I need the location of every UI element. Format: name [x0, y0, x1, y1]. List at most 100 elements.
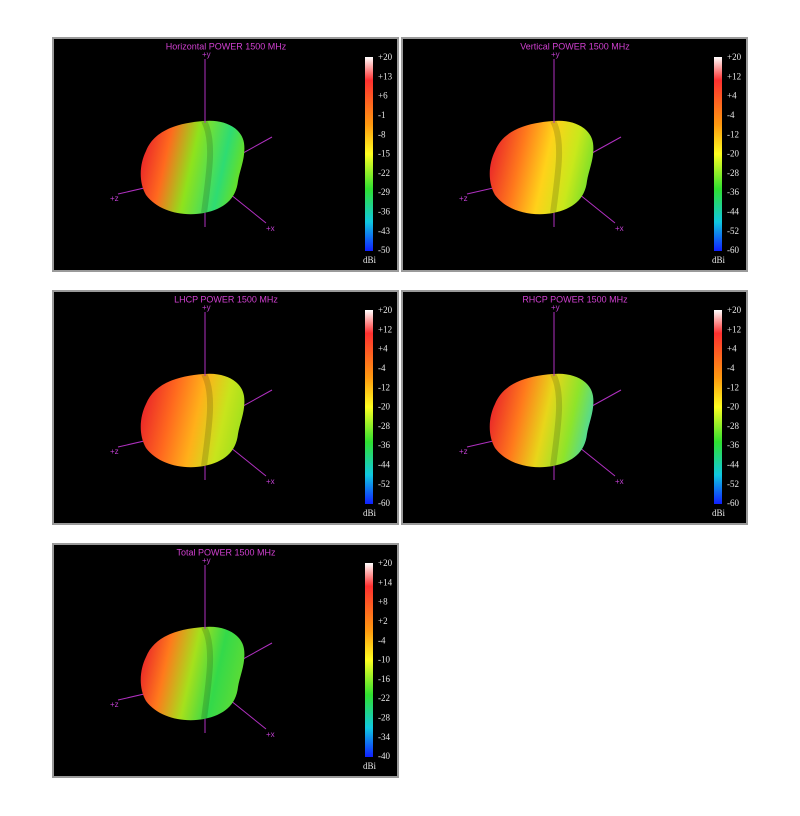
- colorbar-label: +12: [727, 71, 741, 81]
- panel-title: Total POWER 1500 MHz: [176, 547, 276, 557]
- colorbar-label: +4: [727, 91, 737, 101]
- panel-title: Horizontal POWER 1500 MHz: [166, 41, 287, 51]
- axis-label: +z: [110, 194, 119, 203]
- axis-label: +y: [202, 303, 211, 312]
- colorbar-label: -4: [378, 635, 386, 645]
- colorbar-label: -16: [378, 674, 390, 684]
- colorbar-label: +12: [727, 324, 741, 334]
- colorbar-label: -4: [727, 363, 735, 373]
- pattern-panel: Vertical POWER 1500 MHz +y +z +x +20 +12 +4 -4 -…: [401, 37, 748, 272]
- axis-label: +x: [266, 730, 275, 739]
- colorbar-label: -36: [378, 206, 390, 216]
- colorbar-label: -12: [727, 129, 739, 139]
- colorbar-label: -50: [378, 245, 390, 255]
- colorbar-label: -44: [727, 459, 739, 469]
- colorbar-unit: dBi: [363, 761, 377, 771]
- colorbar-label: +13: [378, 71, 393, 81]
- colorbar-unit: dBi: [363, 508, 377, 518]
- colorbar-label: +20: [378, 52, 393, 62]
- pattern-panel: RHCP POWER 1500 MHz +y +z +x +20 +12 +4 -4 -12 -2…: [401, 290, 748, 525]
- axis-label: +x: [615, 477, 624, 486]
- colorbar-label: -22: [378, 168, 390, 178]
- colorbar-label: -22: [378, 693, 390, 703]
- colorbar-label: -28: [727, 168, 739, 178]
- colorbar-label: -36: [727, 187, 739, 197]
- colorbar-label: -4: [727, 110, 735, 120]
- colorbar-label: -36: [378, 440, 390, 450]
- panel-title: LHCP POWER 1500 MHz: [174, 294, 278, 304]
- axis-label: +y: [202, 556, 211, 565]
- pattern-panel: Horizontal POWER 1500 MHz +y +z +x +20 +13 +6 -…: [52, 37, 399, 272]
- axis-label: +z: [459, 447, 468, 456]
- radiation-pattern: [489, 373, 594, 468]
- colorbar-label: +8: [378, 597, 388, 607]
- colorbar: [365, 310, 373, 504]
- colorbar-label: -10: [378, 655, 390, 665]
- pattern-plot: Vertical POWER 1500 MHz+y +z +x +20 +12 +4 -4 -…: [459, 41, 742, 265]
- axis-label: +y: [551, 303, 560, 312]
- colorbar: [714, 57, 722, 251]
- colorbar-label: +20: [378, 305, 393, 315]
- colorbar-label: -28: [378, 421, 390, 431]
- radiation-pattern: [140, 626, 245, 721]
- colorbar-label: +14: [378, 577, 393, 587]
- axis-label: +y: [551, 50, 560, 59]
- radiation-pattern: [140, 373, 245, 468]
- colorbar-label: -8: [378, 129, 386, 139]
- pattern-shading: [201, 625, 214, 720]
- colorbar-label: +20: [727, 52, 742, 62]
- colorbar-label: -4: [378, 363, 386, 373]
- pattern-plot: Horizontal POWER 1500 MHz+y +z +x +20 +13 +6 -…: [110, 41, 393, 265]
- colorbar-label: +4: [378, 344, 388, 354]
- radiation-pattern: [489, 120, 594, 215]
- pattern-panel: Total POWER 1500 MHz +y +z +x +20 +14 +8 +2 -4 -1…: [52, 543, 399, 778]
- colorbar-label: -28: [378, 712, 390, 722]
- colorbar-label: -20: [727, 402, 739, 412]
- axis-label: +z: [110, 447, 119, 456]
- colorbar-label: -60: [727, 245, 739, 255]
- pattern-plot: Total POWER 1500 MHz+y +z +x +20 +14 +8 +2 -4 -1…: [110, 547, 393, 771]
- colorbar-unit: dBi: [363, 255, 377, 265]
- colorbar: [365, 563, 373, 757]
- colorbar-label: -29: [378, 187, 390, 197]
- pattern-shading: [201, 119, 214, 214]
- colorbar-label: -40: [378, 751, 390, 761]
- axis-label: +x: [266, 477, 275, 486]
- colorbar-label: -44: [727, 206, 739, 216]
- colorbar-label: -15: [378, 149, 390, 159]
- colorbar-label: +2: [378, 616, 388, 626]
- colorbar-label: -52: [378, 479, 390, 489]
- panel-title: Vertical POWER 1500 MHz: [520, 41, 630, 51]
- panel-title: RHCP POWER 1500 MHz: [522, 294, 628, 304]
- colorbar-label: +12: [378, 324, 392, 334]
- pattern-shading: [550, 372, 563, 467]
- colorbar-label: -20: [727, 149, 739, 159]
- axis-label: +z: [459, 194, 468, 203]
- colorbar-label: -34: [378, 732, 390, 742]
- colorbar-label: +20: [378, 558, 393, 568]
- pattern-panel: LHCP POWER 1500 MHz +y +z +x +20 +12 +4 -4 -12 -2…: [52, 290, 399, 525]
- pattern-shading: [201, 372, 214, 467]
- colorbar-label: -43: [378, 226, 390, 236]
- pattern-plot: RHCP POWER 1500 MHz+y +z +x +20 +12 +4 -4 -12 -2…: [459, 294, 742, 518]
- pattern-plot: LHCP POWER 1500 MHz+y +z +x +20 +12 +4 -4 -12 -2…: [110, 294, 393, 518]
- colorbar-label: -36: [727, 440, 739, 450]
- colorbar: [714, 310, 722, 504]
- colorbar-label: -52: [727, 479, 739, 489]
- colorbar-unit: dBi: [712, 508, 726, 518]
- axis-label: +x: [615, 224, 624, 233]
- colorbar-label: -44: [378, 459, 390, 469]
- colorbar-label: -52: [727, 226, 739, 236]
- axis-label: +x: [266, 224, 275, 233]
- colorbar-unit: dBi: [712, 255, 726, 265]
- colorbar: [365, 57, 373, 251]
- axis-label: +z: [110, 700, 119, 709]
- colorbar-label: -12: [727, 382, 739, 392]
- colorbar-label: +4: [727, 344, 737, 354]
- axis-label: +y: [202, 50, 211, 59]
- colorbar-label: -12: [378, 382, 390, 392]
- colorbar-label: -20: [378, 402, 390, 412]
- colorbar-label: +20: [727, 305, 742, 315]
- radiation-pattern: [140, 120, 245, 215]
